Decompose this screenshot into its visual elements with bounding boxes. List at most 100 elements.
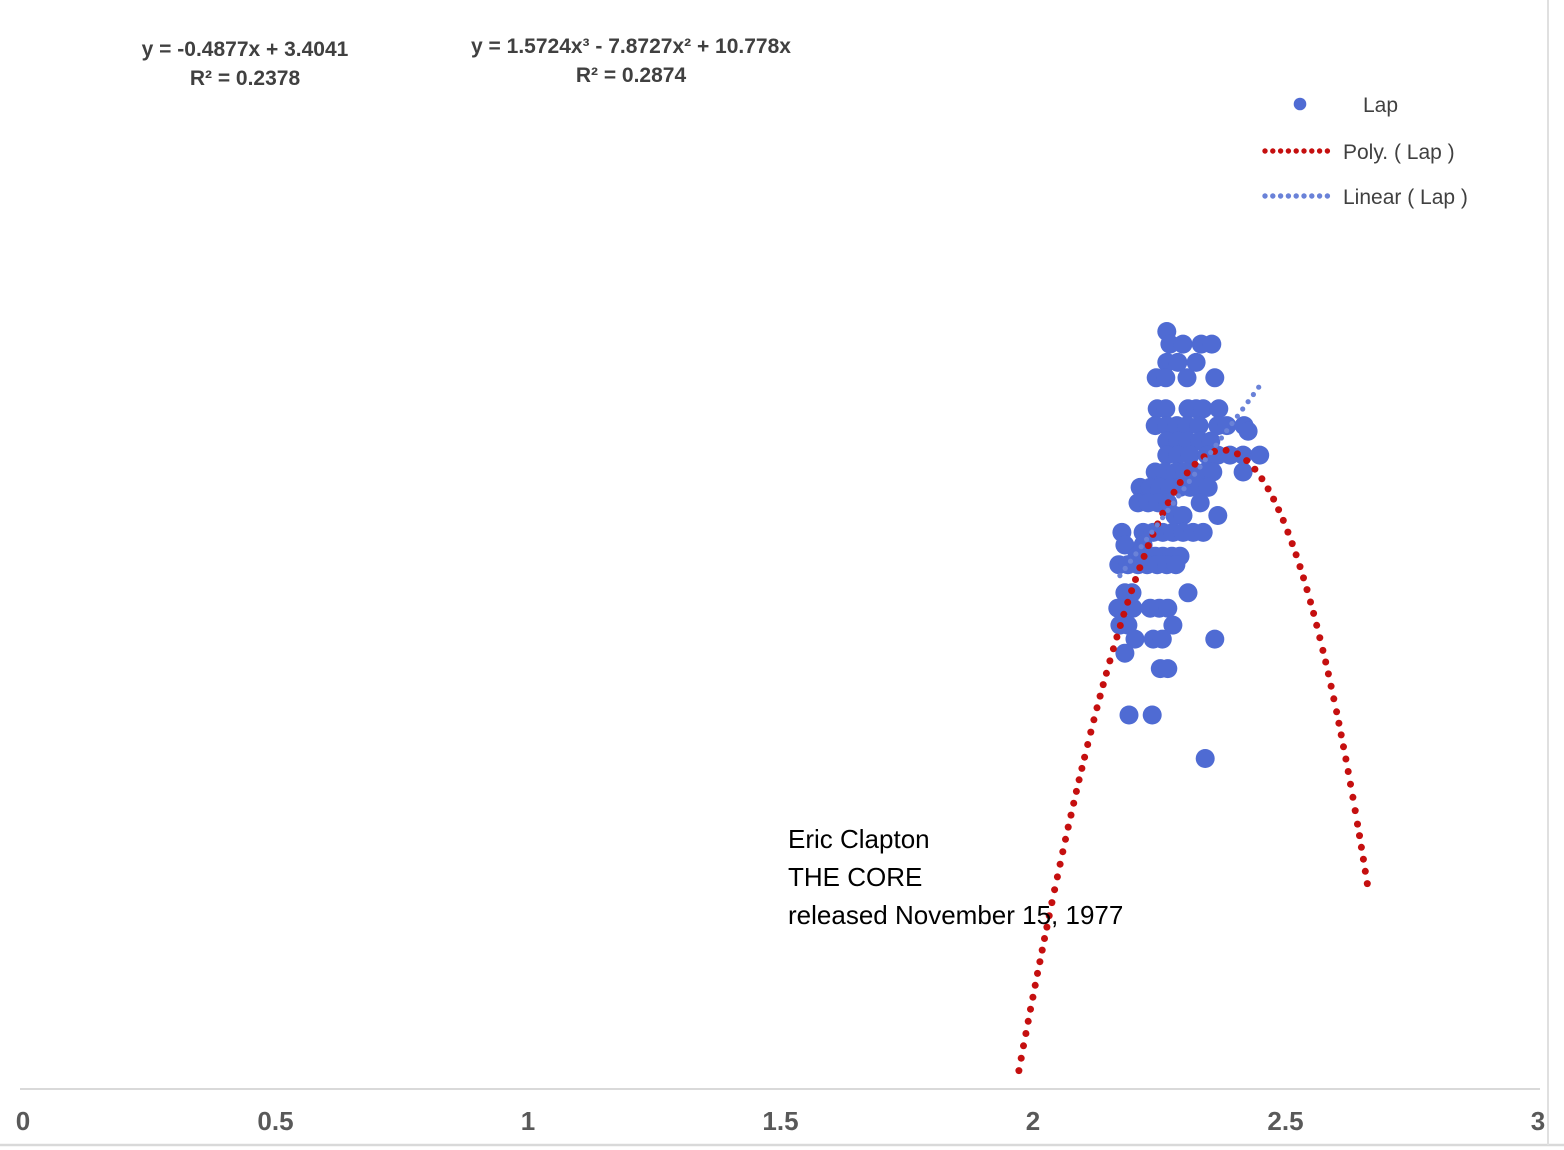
legend-linear-dot bbox=[1262, 193, 1268, 199]
poly-trendline-dot bbox=[1251, 465, 1259, 473]
poly-trendline-dot bbox=[1351, 807, 1359, 815]
legend-poly-dot bbox=[1277, 148, 1284, 154]
legend-item-poly[interactable]: Poly. ( Lap ) bbox=[1262, 141, 1455, 164]
scatter-point bbox=[1156, 399, 1176, 419]
scatter-point bbox=[1193, 522, 1213, 542]
x-tick-label-2.5: 2.5 bbox=[1267, 1106, 1303, 1136]
linear-trendline-dot bbox=[1229, 420, 1235, 427]
legend-item-linear[interactable]: Linear ( Lap ) bbox=[1262, 186, 1468, 209]
poly-trendline-dot bbox=[1036, 958, 1044, 966]
x-tick-label-1.5: 1.5 bbox=[762, 1106, 798, 1136]
poly-trendline-dot bbox=[1120, 610, 1128, 618]
poly-trendline-dot bbox=[1132, 576, 1139, 583]
scatter-point bbox=[1193, 399, 1213, 419]
poly-trendline-dot bbox=[1327, 682, 1335, 690]
poly-equation-label[interactable]: y = 1.5724x³ - 7.8727x² + 10.778x R² = 0… bbox=[471, 35, 791, 87]
poly-trendline-dot bbox=[1099, 681, 1107, 689]
scatter-point bbox=[1142, 705, 1162, 725]
scatter-point bbox=[1158, 659, 1178, 679]
poly-trendline-dot bbox=[1337, 731, 1345, 739]
scatter-point bbox=[1189, 416, 1209, 436]
poly-trendline-dot bbox=[1078, 764, 1086, 772]
poly-trendline-dot bbox=[1342, 755, 1350, 763]
poly-trendline-dot bbox=[1024, 1017, 1032, 1025]
poly-trendline-dot bbox=[1357, 843, 1365, 851]
poly-trendline-dot bbox=[1275, 506, 1283, 514]
x-axis-tick-labels[interactable]: 0 0.5 1 1.5 2 2.5 3 bbox=[16, 1106, 1545, 1136]
poly-trendline-dot bbox=[1059, 848, 1067, 856]
scatter-point bbox=[1119, 705, 1139, 725]
poly-trendline-dot bbox=[1087, 728, 1095, 736]
scatter-point bbox=[1158, 598, 1178, 618]
scatter-point bbox=[1152, 629, 1172, 649]
poly-trendline[interactable] bbox=[1015, 446, 1371, 1075]
linear-trendline-dot bbox=[1240, 406, 1246, 412]
poly-trendline-dot bbox=[1144, 542, 1152, 550]
linear-equation-label[interactable]: y = -0.4877x + 3.4041 R² = 0.2378 bbox=[142, 38, 349, 90]
scatter-point bbox=[1250, 445, 1270, 465]
poly-trendline-dot bbox=[1045, 912, 1053, 920]
poly-trendline-dot bbox=[1176, 479, 1184, 486]
poly-trendline-dot bbox=[1053, 873, 1061, 881]
poly-trendline-dot bbox=[1051, 886, 1059, 894]
scatter-point bbox=[1118, 615, 1138, 635]
scatter-point bbox=[1115, 535, 1135, 555]
song-annotation[interactable]: Eric Clapton THE CORE released November … bbox=[788, 824, 1123, 930]
poly-trendline-dot bbox=[1354, 820, 1361, 828]
poly-trendline-dot bbox=[1296, 563, 1304, 571]
scatter-point bbox=[1177, 368, 1197, 388]
poly-trendline-dot bbox=[1292, 551, 1300, 559]
legend-item-lap[interactable]: Lap bbox=[1293, 94, 1398, 117]
poly-trendline-dot bbox=[1330, 695, 1338, 703]
scatter-point bbox=[1173, 506, 1193, 525]
linear-trendline-dot bbox=[1245, 399, 1251, 405]
poly-trendline-dot bbox=[1124, 598, 1132, 606]
poly-r-squared-text: R² = 0.2874 bbox=[576, 64, 687, 87]
poly-trendline-dot bbox=[1164, 499, 1172, 507]
scatter-point bbox=[1233, 462, 1253, 482]
poly-trendline-dot bbox=[1333, 708, 1341, 716]
poly-trendline-dot bbox=[1288, 540, 1296, 548]
poly-trendline-dot bbox=[1243, 457, 1251, 465]
poly-equation-text: y = 1.5724x³ - 7.8727x² + 10.778x bbox=[471, 35, 791, 58]
linear-trendline-dot bbox=[1170, 500, 1176, 506]
scatter-point bbox=[1180, 445, 1200, 465]
scatter-point bbox=[1205, 629, 1225, 649]
linear-trendline-dot bbox=[1213, 442, 1219, 448]
poly-trendline-dot bbox=[1106, 657, 1114, 665]
poly-trendline-dot bbox=[1027, 1005, 1034, 1013]
x-tick-label-2: 2 bbox=[1026, 1106, 1040, 1136]
linear-trendline[interactable] bbox=[1117, 384, 1262, 579]
legend-linear-dot bbox=[1316, 193, 1323, 199]
legend-dotted-line-poly-icon bbox=[1262, 148, 1331, 154]
scatter-point bbox=[1217, 416, 1237, 436]
poly-trendline-dot bbox=[1022, 1030, 1030, 1037]
linear-trendline-dot bbox=[1234, 413, 1240, 419]
scatter-point bbox=[1125, 629, 1145, 649]
linear-trendline-dot bbox=[1181, 486, 1187, 492]
linear-trendline-dot bbox=[1138, 544, 1144, 550]
scatter-point bbox=[1163, 615, 1183, 635]
legend-poly-dot bbox=[1309, 148, 1315, 154]
legend-poly-dot bbox=[1270, 148, 1276, 154]
poly-trendline-dot bbox=[1300, 574, 1307, 582]
scatter-point bbox=[1168, 352, 1188, 372]
scatter-point bbox=[1115, 643, 1135, 663]
poly-trendline-dot bbox=[1041, 935, 1048, 942]
linear-trendline-dot bbox=[1127, 558, 1134, 564]
poly-trendline-dot bbox=[1183, 469, 1191, 477]
linear-trendline-dot bbox=[1218, 435, 1224, 441]
poly-trendline-dot bbox=[1340, 743, 1347, 751]
poly-trendline-dot bbox=[1284, 528, 1292, 536]
legend-poly-dot bbox=[1324, 148, 1331, 154]
poly-trendline-dot bbox=[1310, 609, 1318, 617]
legend-poly-dot bbox=[1285, 148, 1292, 154]
song-annotation-line2: THE CORE bbox=[788, 862, 922, 892]
scatter-series-lap[interactable] bbox=[1108, 322, 1270, 768]
linear-trendline-dot bbox=[1154, 522, 1160, 528]
poly-trendline-dot bbox=[1319, 646, 1327, 654]
legend-linear-dot bbox=[1293, 193, 1299, 199]
scatter-point bbox=[1173, 334, 1193, 354]
